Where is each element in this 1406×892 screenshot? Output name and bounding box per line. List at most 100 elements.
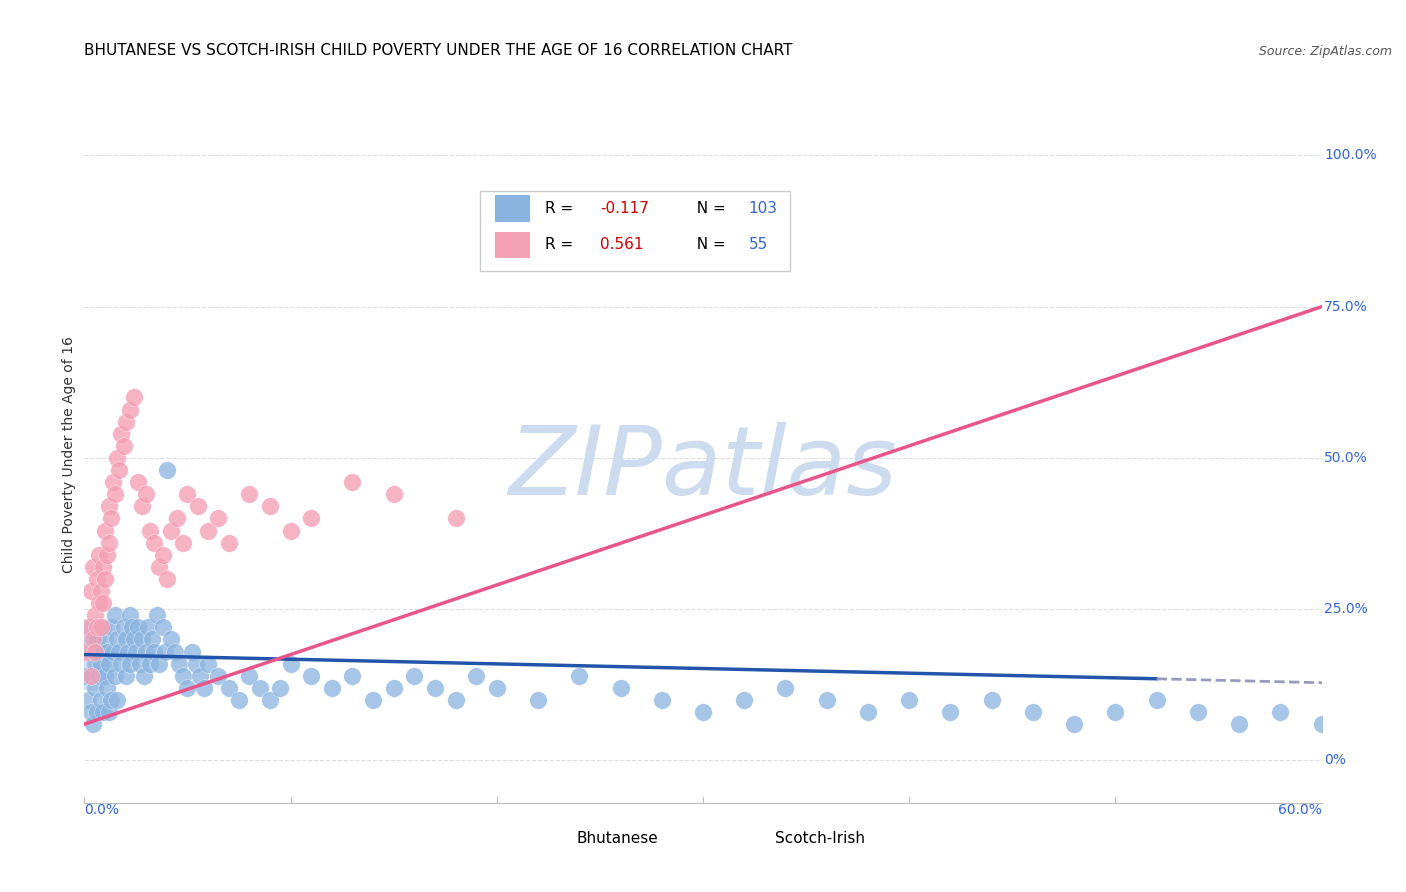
Point [87, 669, 110, 683]
Point [127, 475, 149, 490]
Text: R =: R = [544, 201, 578, 216]
Point [96, 681, 118, 695]
Point [83, 657, 105, 671]
Point [100, 511, 122, 525]
Point [103, 644, 125, 658]
Point [125, 644, 148, 658]
Point [280, 524, 302, 538]
Point [100, 620, 122, 634]
Point [775, 681, 797, 695]
Point [856, 705, 879, 719]
Point [108, 644, 131, 658]
Point [193, 681, 215, 695]
Point [91, 620, 114, 634]
Point [444, 511, 467, 525]
Text: Source: ZipAtlas.com: Source: ZipAtlas.com [1258, 45, 1392, 58]
Point [87, 596, 110, 610]
Point [485, 681, 508, 695]
Point [176, 487, 198, 501]
Point [1104, 705, 1126, 719]
Bar [728, 825, 762, 852]
Text: 25.0%: 25.0% [1324, 602, 1368, 616]
Bar [530, 825, 564, 852]
Point [114, 632, 136, 647]
Point [110, 657, 132, 671]
Bar [495, 195, 530, 222]
Point [96, 644, 118, 658]
Point [100, 693, 122, 707]
Point [465, 669, 488, 683]
Point [259, 693, 281, 707]
Point [82, 632, 104, 647]
Point [299, 511, 322, 525]
Point [342, 475, 364, 490]
Point [83, 644, 105, 658]
Point [207, 511, 229, 525]
Text: 103: 103 [749, 201, 778, 216]
Point [259, 500, 281, 514]
Text: 60.0%: 60.0% [1278, 803, 1322, 817]
Point [249, 681, 271, 695]
Point [980, 693, 1002, 707]
Point [105, 693, 128, 707]
Point [127, 620, 149, 634]
Point [939, 705, 962, 719]
Point [104, 487, 127, 501]
Text: R =: R = [544, 237, 578, 252]
Point [131, 632, 153, 647]
Bar [481, 191, 790, 270]
Text: -0.117: -0.117 [600, 201, 650, 216]
Point [148, 657, 170, 671]
Point [91, 705, 114, 719]
Point [382, 487, 405, 501]
Point [165, 644, 187, 658]
Point [86, 620, 108, 634]
Point [134, 669, 156, 683]
Point [118, 608, 141, 623]
Point [1187, 705, 1209, 719]
Point [143, 535, 166, 549]
Point [86, 572, 108, 586]
Text: N =: N = [688, 201, 731, 216]
Text: BHUTANESE VS SCOTCH-IRISH CHILD POVERTY UNDER THE AGE OF 16 CORRELATION CHART: BHUTANESE VS SCOTCH-IRISH CHILD POVERTY … [84, 43, 793, 58]
Point [87, 644, 110, 658]
Point [269, 681, 291, 695]
Point [404, 669, 426, 683]
Point [135, 487, 157, 501]
Point [91, 596, 114, 610]
Point [90, 693, 112, 707]
Point [117, 644, 139, 658]
Point [114, 669, 136, 683]
Point [94, 632, 117, 647]
Point [77, 632, 100, 647]
Text: 0.561: 0.561 [600, 237, 644, 252]
Point [122, 391, 145, 405]
Point [172, 669, 194, 683]
Point [342, 669, 364, 683]
Text: 100.0%: 100.0% [1324, 148, 1376, 162]
Point [166, 511, 188, 525]
Point [98, 657, 121, 671]
Point [139, 657, 162, 671]
Point [118, 402, 141, 417]
Point [609, 681, 631, 695]
Point [131, 500, 153, 514]
Point [280, 657, 302, 671]
Point [94, 572, 117, 586]
Point [143, 644, 166, 658]
Point [118, 657, 141, 671]
Point [98, 535, 121, 549]
Point [187, 500, 209, 514]
Point [218, 535, 240, 549]
Point [898, 693, 921, 707]
Point [108, 463, 131, 477]
Point [815, 693, 838, 707]
Point [77, 620, 100, 634]
Point [160, 524, 183, 538]
Point [527, 693, 550, 707]
Point [96, 548, 118, 562]
Text: Bhutanese: Bhutanese [576, 830, 658, 846]
Point [321, 681, 343, 695]
Point [207, 669, 229, 683]
Point [145, 608, 167, 623]
